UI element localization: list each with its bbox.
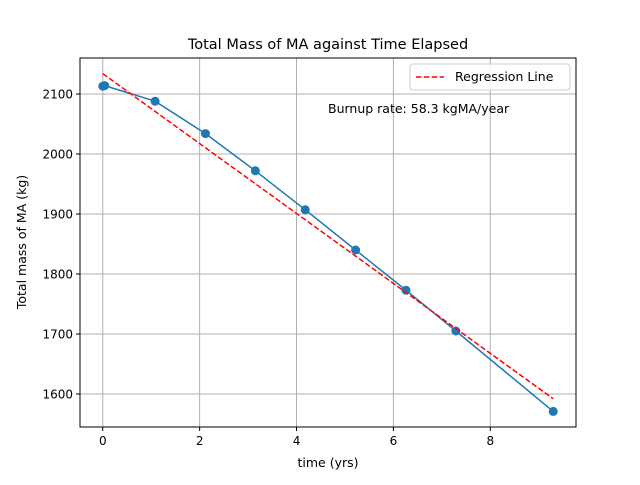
plot-area-frame bbox=[79, 57, 577, 428]
y-axis-label: Total mass of MA (kg) bbox=[14, 175, 29, 310]
y-tick-label: 2100 bbox=[42, 88, 73, 102]
legend-regression-label: Regression Line bbox=[455, 69, 554, 84]
y-tick-label: 1800 bbox=[42, 268, 73, 282]
x-tick-label: 8 bbox=[486, 434, 494, 448]
series-layer bbox=[98, 72, 558, 416]
legend: Regression Line bbox=[409, 63, 571, 91]
x-tick-label: 2 bbox=[196, 434, 204, 448]
mass-data-point bbox=[451, 326, 461, 336]
y-tick-label: 1700 bbox=[42, 328, 73, 342]
mass-data-point bbox=[200, 129, 210, 139]
mass-data-point bbox=[150, 96, 160, 106]
x-tick-label: 0 bbox=[99, 434, 107, 448]
y-tick-label: 1600 bbox=[42, 388, 73, 402]
regression-line bbox=[102, 72, 554, 400]
x-tick-label: 6 bbox=[390, 434, 398, 448]
x-axis-label: time (yrs) bbox=[297, 455, 358, 470]
gridlines bbox=[80, 58, 576, 427]
chart-title: Total Mass of MA against Time Elapsed bbox=[187, 37, 468, 53]
mass-data-point bbox=[250, 166, 260, 176]
y-tick-label: 1900 bbox=[42, 208, 73, 222]
burnup-rate-annotation: Burnup rate: 58.3 kgMA/year bbox=[328, 101, 510, 116]
mass-data-point bbox=[548, 406, 558, 416]
x-tick-label: 4 bbox=[293, 434, 301, 448]
mass-data-point bbox=[300, 205, 310, 215]
mass-data-point bbox=[351, 245, 361, 255]
mass-data-point bbox=[100, 81, 110, 91]
axis-ticks: 0 2 4 6 8 1600 1700 1800 1900 2000 2100 bbox=[42, 88, 494, 449]
legend-box bbox=[409, 63, 571, 91]
mass-data-point bbox=[401, 285, 411, 295]
y-tick-label: 2000 bbox=[42, 148, 73, 162]
